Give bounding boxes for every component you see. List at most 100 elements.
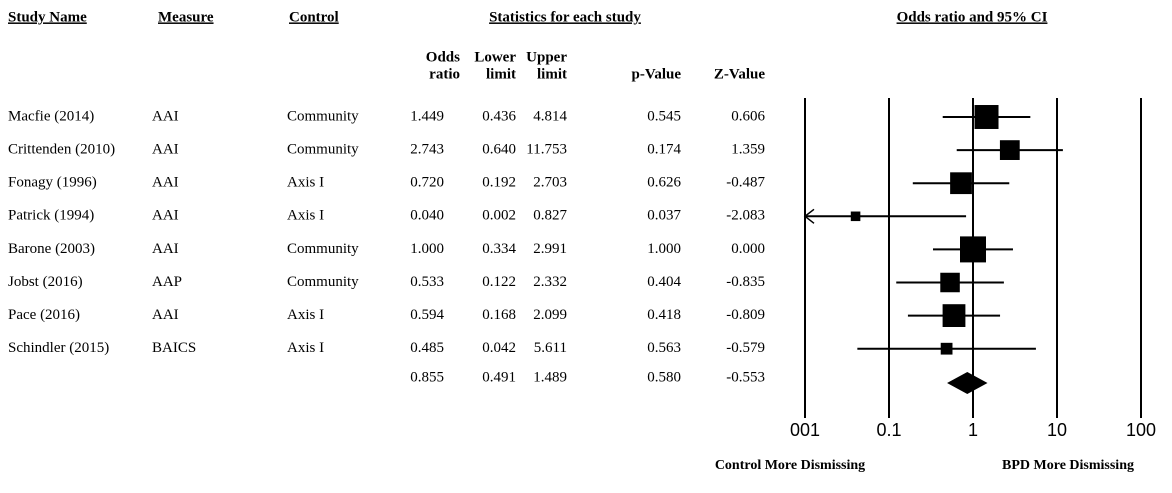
p-value: 0.174 (647, 142, 681, 158)
z-value: -2.083 (726, 208, 765, 224)
header-study: Study Name (8, 9, 87, 25)
summary-diamond (947, 372, 988, 394)
header-control: Control (289, 9, 339, 25)
z-value: 0.000 (731, 241, 765, 257)
control: Community (287, 241, 359, 257)
z-value: 1.359 (731, 142, 765, 158)
study-name: Jobst (2016) (8, 274, 83, 290)
summary-value: 0.580 (647, 369, 681, 385)
lower-limit: 0.436 (482, 108, 516, 124)
upper-limit: 11.753 (526, 142, 567, 158)
stat-header: limit (537, 66, 567, 82)
measure: AAI (152, 175, 179, 191)
control: Axis I (287, 340, 324, 356)
p-value: 0.418 (647, 307, 681, 323)
control: Community (287, 274, 359, 290)
x-tick-label: 1 (968, 420, 978, 440)
odds-square (940, 272, 960, 293)
odds-ratio: 1.449 (410, 108, 444, 124)
z-value: -0.809 (726, 307, 765, 323)
control: Axis I (287, 175, 324, 191)
upper-limit: 2.099 (533, 307, 567, 323)
upper-limit: 2.991 (533, 241, 567, 257)
p-value: 0.545 (647, 108, 681, 124)
summary-value: 1.489 (533, 369, 567, 385)
study-name: Fonagy (1996) (8, 175, 97, 191)
upper-limit: 4.814 (533, 108, 567, 124)
stat-header: ratio (429, 66, 460, 82)
summary-value: -0.553 (726, 369, 765, 385)
measure: AAI (152, 241, 179, 257)
stat-header: limit (486, 66, 516, 82)
stat-header: Z-Value (714, 66, 765, 82)
measure: AAI (152, 108, 179, 124)
study-name: Patrick (1994) (8, 208, 94, 224)
lower-limit: 0.640 (482, 142, 516, 158)
measure: AAI (152, 208, 179, 224)
lower-limit: 0.168 (482, 307, 516, 323)
stat-header: Lower (474, 49, 516, 65)
x-tick-label: 001 (790, 420, 820, 440)
upper-limit: 2.332 (533, 274, 567, 290)
study-name: Barone (2003) (8, 241, 95, 257)
control: Axis I (287, 307, 324, 323)
odds-ratio: 0.720 (410, 175, 444, 191)
x-tick-label: 100 (1126, 420, 1156, 440)
lower-limit: 0.334 (482, 241, 516, 257)
measure: AAP (152, 274, 182, 290)
odds-square (960, 236, 986, 263)
z-value: -0.487 (726, 175, 765, 191)
lower-limit: 0.002 (482, 208, 516, 224)
ci-arrow (803, 208, 815, 224)
p-value: 0.037 (647, 208, 681, 224)
x-axis-label: Control More Dismissing (715, 458, 865, 473)
p-value: 0.626 (647, 175, 681, 191)
odds-ratio: 0.040 (410, 208, 444, 224)
odds-square (950, 172, 972, 195)
x-tick-label: 0.1 (876, 420, 901, 440)
measure: BAICS (152, 340, 196, 356)
z-value: -0.579 (726, 340, 765, 356)
p-value: 1.000 (647, 241, 681, 257)
odds-square (850, 211, 861, 222)
control: Community (287, 108, 359, 124)
measure: AAI (152, 307, 179, 323)
upper-limit: 5.611 (534, 340, 567, 356)
x-axis-label: BPD More Dismissing (1002, 458, 1134, 473)
chart-title: Odds ratio and 95% CI (897, 9, 1048, 25)
z-value: -0.835 (726, 274, 765, 290)
measure: AAI (152, 142, 179, 158)
odds-ratio: 2.743 (410, 142, 444, 158)
odds-ratio: 0.533 (410, 274, 444, 290)
study-name: Crittenden (2010) (8, 142, 115, 158)
odds-square (940, 342, 953, 355)
control: Axis I (287, 208, 324, 224)
odds-ratio: 0.485 (410, 340, 444, 356)
odds-ratio: 0.594 (410, 307, 444, 323)
x-tick-label: 10 (1047, 420, 1067, 440)
z-value: 0.606 (731, 108, 765, 124)
header-measure: Measure (158, 9, 214, 25)
summary-value: 0.491 (482, 369, 516, 385)
upper-limit: 2.703 (533, 175, 567, 191)
odds-square (942, 304, 966, 327)
upper-limit: 0.827 (533, 208, 567, 224)
stat-header: p-Value (632, 66, 682, 82)
summary-value: 0.855 (410, 369, 444, 385)
study-name: Macfie (2014) (8, 108, 94, 124)
study-name: Schindler (2015) (8, 340, 109, 356)
control: Community (287, 142, 359, 158)
lower-limit: 0.042 (482, 340, 516, 356)
odds-square (974, 105, 999, 129)
odds-square (999, 140, 1020, 160)
stat-header: Odds (426, 49, 460, 65)
stat-header: Upper (526, 49, 567, 65)
p-value: 0.563 (647, 340, 681, 356)
header-stats: Statistics for each study (489, 9, 641, 25)
lower-limit: 0.122 (482, 274, 516, 290)
odds-ratio: 1.000 (410, 241, 444, 257)
lower-limit: 0.192 (482, 175, 516, 191)
p-value: 0.404 (647, 274, 681, 290)
study-name: Pace (2016) (8, 307, 80, 323)
